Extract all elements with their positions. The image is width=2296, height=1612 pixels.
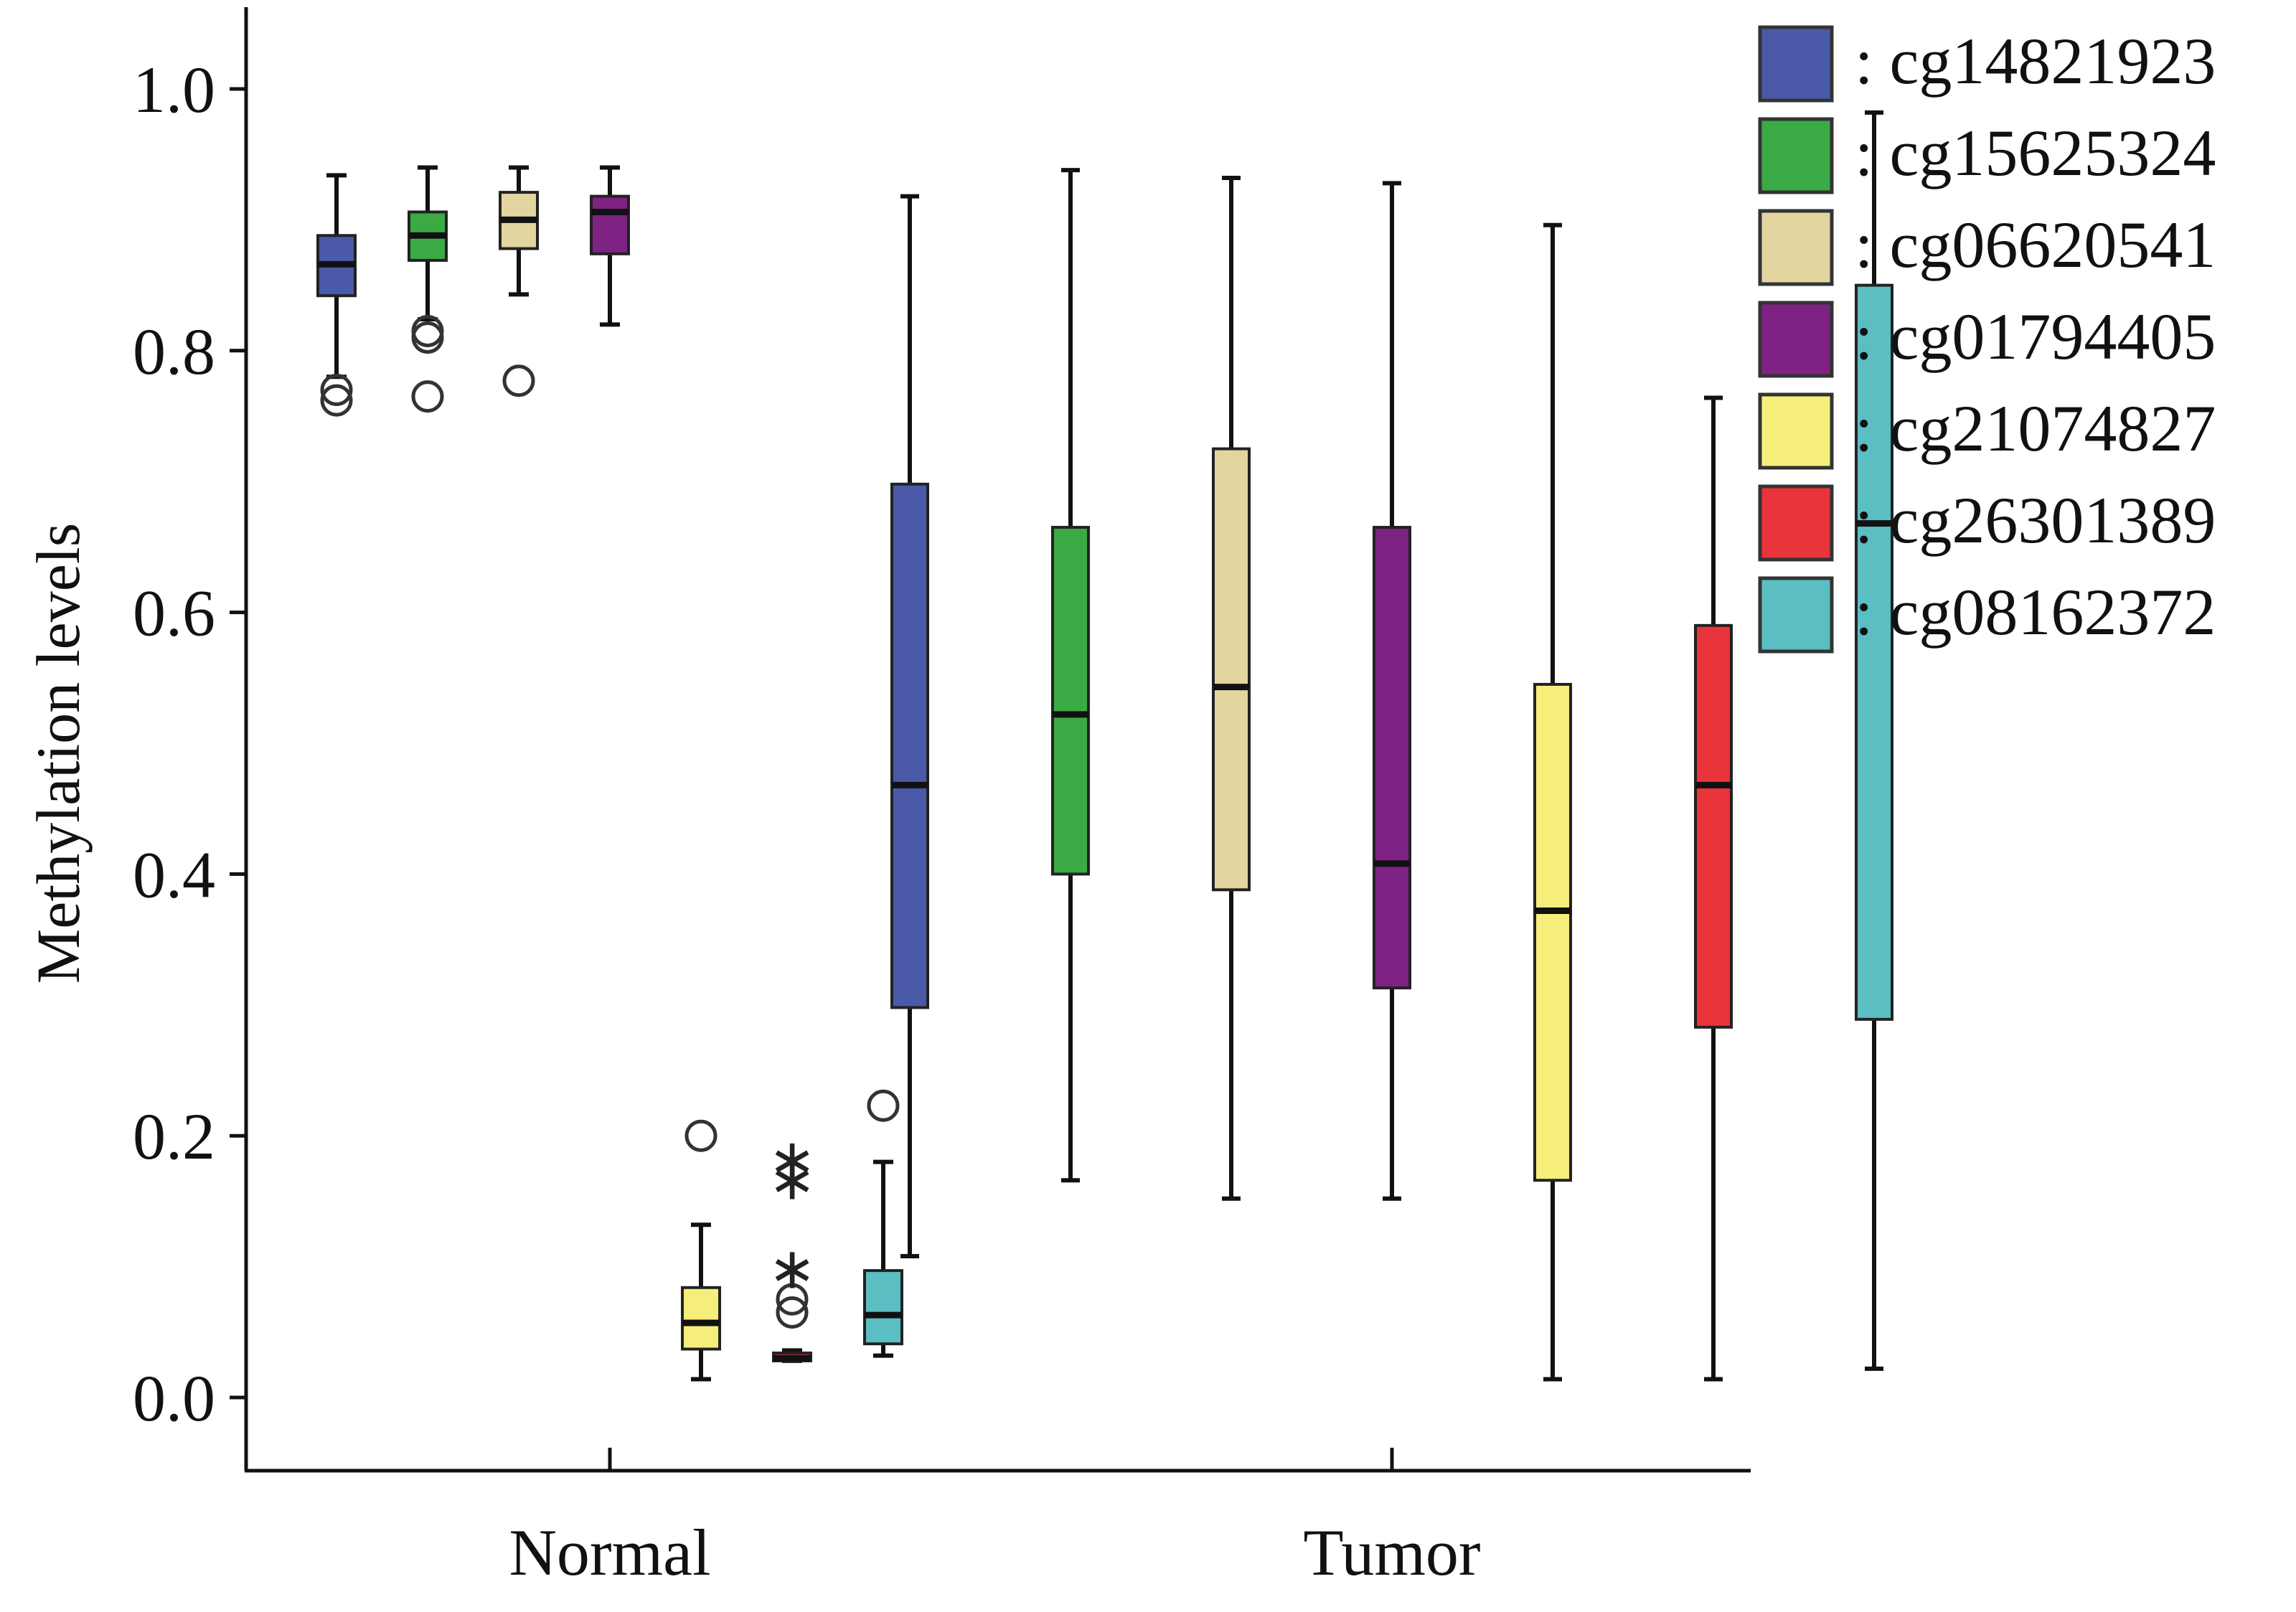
box-iqr <box>1855 283 1893 1021</box>
box-iqr <box>863 1269 903 1346</box>
legend-label: : cg08162372 <box>1855 575 2216 649</box>
outlier-circle <box>411 314 444 347</box>
outlier-circle <box>411 321 444 354</box>
legend-label: : cg06620541 <box>1855 208 2216 281</box>
y-axis-title: Methylation levels <box>24 523 93 984</box>
outlier-circle <box>867 1089 900 1122</box>
legend-label: : cg26301389 <box>1855 484 2216 557</box>
axes: Methylation levels <box>24 7 1751 1473</box>
box-iqr <box>890 482 929 1009</box>
legend: : cg14821923 : cg15625324 : cg06620541 : cg… <box>1758 24 2216 654</box>
legend-label: : cg14821923 <box>1855 24 2216 98</box>
outlier-star: ∗ <box>768 1146 816 1213</box>
box-iqr <box>1694 623 1733 1029</box>
x-category-label-normal: Normal <box>509 1516 710 1589</box>
box-cg26301389-normal: ∗∗∗ <box>768 1126 817 1363</box>
box-cg01794405-tumor <box>1373 181 1411 1201</box>
legend-label: : cg15625324 <box>1855 116 2216 189</box>
legend-swatch <box>1758 392 1834 470</box>
legend-swatch <box>1758 576 1834 654</box>
y-tick-label: 0.8 <box>133 315 215 388</box>
legend-label: : cg21074827 <box>1855 392 2216 465</box>
outlier-star: ∗ <box>768 1235 816 1302</box>
outlier-circle <box>776 1283 809 1316</box>
box-cg06620541-normal <box>499 165 539 397</box>
legend-swatch <box>1758 301 1834 378</box>
legend-swatch <box>1758 209 1834 286</box>
box-iqr <box>1533 682 1572 1182</box>
outlier-circle <box>411 380 444 413</box>
x-category-label-tumor: Tumor <box>1303 1516 1480 1589</box>
boxes: ∗∗∗ <box>316 110 1893 1382</box>
outlier-circle <box>684 1119 718 1152</box>
outlier-circle <box>320 384 353 417</box>
box-iqr <box>681 1286 721 1351</box>
outlier-star: ∗ <box>768 1126 816 1193</box>
box-cg06620541-tumor <box>1212 176 1251 1201</box>
box-cg14821923-tumor <box>890 194 929 1259</box>
y-tick-label: 1.0 <box>133 53 215 126</box>
outlier-circle <box>776 1296 809 1329</box>
outlier-circle <box>320 374 353 407</box>
box-cg21074827-normal <box>681 1119 721 1382</box>
box-cg08162372-tumor <box>1855 110 1893 1371</box>
box-cg15625324-normal <box>408 165 448 413</box>
legend-label: : cg01794405 <box>1855 300 2216 373</box>
box-cg08162372-normal <box>863 1089 903 1358</box>
box-iqr <box>590 194 630 255</box>
y-tick-label: 0.2 <box>133 1100 215 1173</box>
box-cg26301389-tumor <box>1694 395 1733 1382</box>
box-cg21074827-tumor <box>1533 222 1572 1382</box>
legend-swatch <box>1758 25 1834 103</box>
y-tick-label: 0.0 <box>133 1362 215 1435</box>
box-iqr <box>1373 526 1411 990</box>
box-cg15625324-tumor <box>1051 168 1090 1183</box>
y-tick-label: 0.4 <box>133 838 215 911</box>
x-categories: Normal Tumor <box>509 1448 1481 1589</box>
box-iqr <box>1051 526 1090 876</box>
box-cg14821923-normal <box>316 173 357 417</box>
box-iqr <box>1212 447 1251 892</box>
y-tick-label: 0.6 <box>133 577 215 650</box>
outlier-circle <box>502 364 535 397</box>
box-cg01794405-normal <box>590 165 630 327</box>
legend-swatch <box>1758 117 1834 194</box>
y-ticks: 0.0 0.2 0.4 0.6 0.8 1.0 <box>133 53 246 1435</box>
legend-swatch <box>1758 484 1834 562</box>
